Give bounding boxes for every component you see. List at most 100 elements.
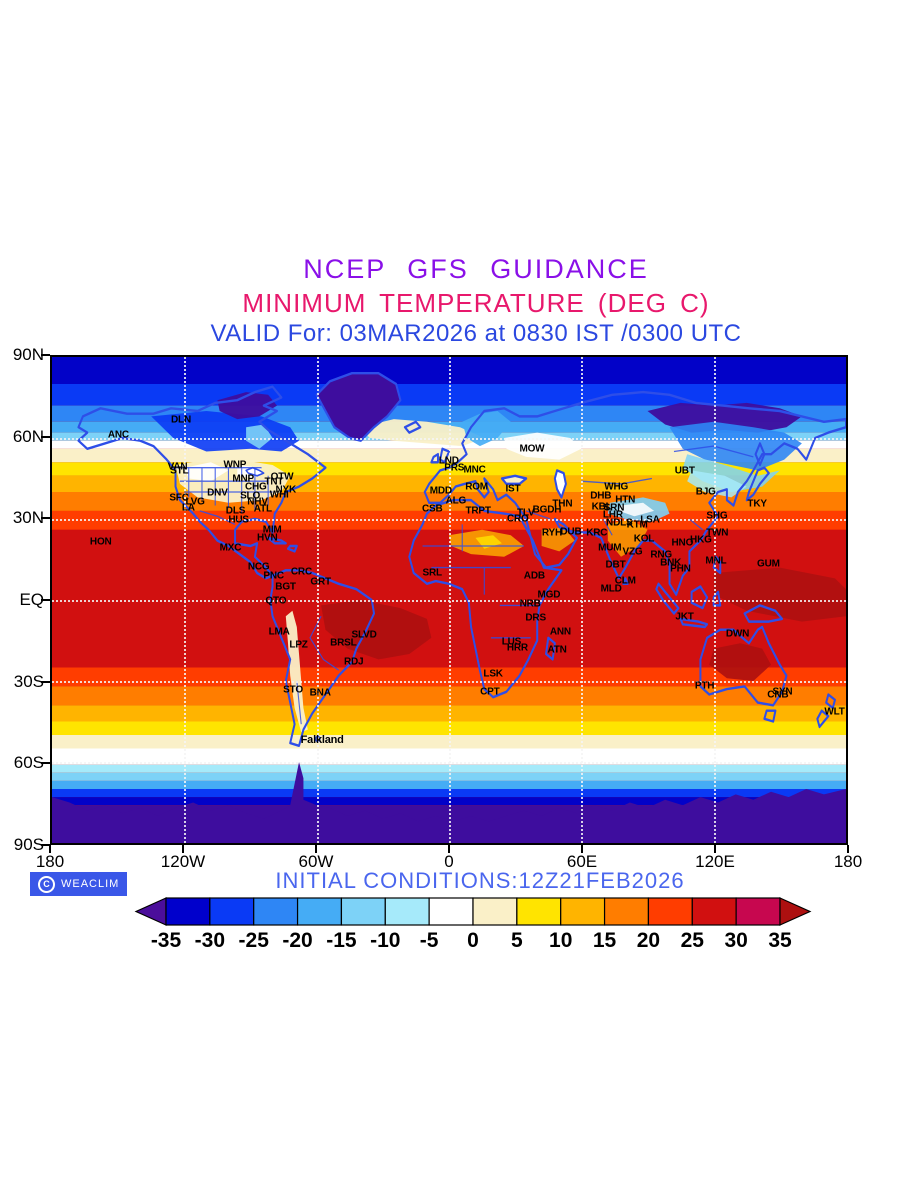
coastlines (77, 371, 846, 748)
colorbar-tick-label: 30 (724, 929, 747, 952)
map-annotation: Falkland (300, 733, 344, 746)
city-label: LSK (483, 668, 503, 680)
y-axis-tick (41, 844, 50, 846)
temperature-colorbar: -35 -30 -25 -20 -15 -10 -5 0 5 10 15 20 25 30 35 (134, 897, 812, 952)
coast-south-america (269, 569, 376, 748)
y-axis-label: 90S (13, 835, 44, 854)
colorbar-tick-label: -30 (195, 929, 225, 952)
coast-australia (699, 625, 788, 707)
gridline-lon (316, 357, 319, 843)
city-label: BGT (275, 581, 296, 593)
city-label: DBT (605, 559, 626, 571)
x-axis-label: 60E (566, 852, 598, 871)
city-label: CPT (480, 686, 500, 698)
city-label: LND (438, 455, 459, 467)
city-label: TNT (264, 476, 284, 488)
colorbar-tick-label: -25 (239, 929, 270, 952)
city-label: JKT (675, 611, 694, 623)
colorbar-cell (428, 897, 474, 926)
colorbar-tick-label: -10 (370, 929, 400, 952)
city-label: PNC (263, 570, 284, 582)
colorbar-tick-label: -20 (282, 929, 312, 952)
city-label: ANN (549, 626, 571, 638)
colorbar-cell (384, 897, 430, 926)
city-label: LA (181, 502, 195, 514)
city-label: NCG (247, 561, 270, 573)
city-label: SLVD (351, 629, 377, 641)
city-label: NYK (275, 484, 297, 496)
coast-greenland (315, 371, 402, 442)
city-label: LHR (602, 509, 623, 521)
city-label: CNB (767, 689, 789, 701)
city-label: MOW (519, 443, 545, 455)
city-label: MGD (537, 589, 561, 601)
city-label: NHV (247, 496, 268, 508)
city-label: HRR (506, 642, 528, 654)
city-label: BGDH (532, 504, 562, 516)
city-label: MNP (232, 473, 255, 484)
y-axis-tick (41, 435, 50, 438)
x-axis-label: 180 (833, 852, 863, 871)
colorbar-cell (516, 897, 562, 926)
colorbar-tick-label: 10 (549, 929, 572, 952)
city-label: QTO (265, 595, 287, 607)
y-axis-label: 30S (13, 671, 44, 691)
city-label: DWN (725, 628, 750, 640)
city-label: STL (170, 465, 189, 477)
city-label: NDLS (606, 517, 633, 529)
colorbar-tick-label: -5 (420, 929, 439, 952)
city-label: LSA (640, 514, 660, 526)
city-label: WNP (223, 459, 247, 471)
city-label: TRPT (465, 505, 491, 517)
coast-north-america (77, 385, 327, 580)
city-label: ANC (107, 429, 129, 441)
city-label: ATN (547, 644, 567, 656)
y-axis-label: EQ (19, 590, 44, 609)
city-label: ALG (445, 495, 467, 507)
city-label: CHG (244, 481, 267, 493)
colorbar-tick-label: 20 (637, 929, 660, 952)
y-axis-tick (41, 762, 50, 765)
city-label: TLV (516, 507, 535, 519)
city-label: HUS (228, 514, 249, 526)
city-label: GUM (756, 558, 780, 570)
city-label: MIM (262, 524, 282, 536)
city-label: DLS (225, 505, 246, 517)
x-axis-tick (315, 845, 317, 853)
city-label: HKG (690, 534, 712, 546)
city-label: MXC (219, 542, 242, 554)
page-title: NCEP GFS GUIDANCE (303, 254, 649, 284)
city-label: BJG (695, 486, 716, 498)
colorbar-tick-label: 35 (768, 929, 792, 952)
colorbar-cell (603, 897, 650, 926)
city-label: MDD (429, 485, 452, 497)
city-label: PHN (670, 563, 691, 575)
city-label: TWN (706, 527, 729, 538)
colorbar-cell (340, 897, 386, 926)
city-label: SLO (240, 490, 261, 502)
y-axis-tick (41, 680, 50, 683)
city-label: WHG (604, 481, 629, 493)
colorbar-cell (296, 897, 343, 926)
city-label: MUM (598, 542, 622, 554)
colorbar-tick-label: -15 (326, 929, 357, 952)
city-label: DUB (560, 526, 582, 538)
city-label: DHB (590, 490, 612, 502)
valid-time-line: VALID For: 03MAR2026 at 0830 IST /0300 U… (210, 320, 742, 347)
x-axis-label: 120W (160, 852, 206, 871)
colorbar-tick-label: 0 (467, 929, 479, 952)
city-label: OTW (270, 471, 294, 483)
gridline-lon (581, 357, 584, 843)
city-label: IST (505, 483, 521, 495)
x-axis-label: 0 (444, 852, 454, 871)
coast-africa (408, 498, 563, 699)
city-label: BNK (660, 557, 682, 569)
city-label: MNC (463, 464, 486, 476)
colorbar-tick-label: 5 (511, 929, 523, 952)
city-label: SHG (706, 510, 728, 522)
weaclim-label: WEACLIM (61, 878, 120, 890)
city-label: DRS (525, 612, 546, 624)
page-subtitle: MINIMUM TEMPERATURE (DEG C) (242, 288, 710, 318)
city-label: KOL (633, 533, 655, 545)
